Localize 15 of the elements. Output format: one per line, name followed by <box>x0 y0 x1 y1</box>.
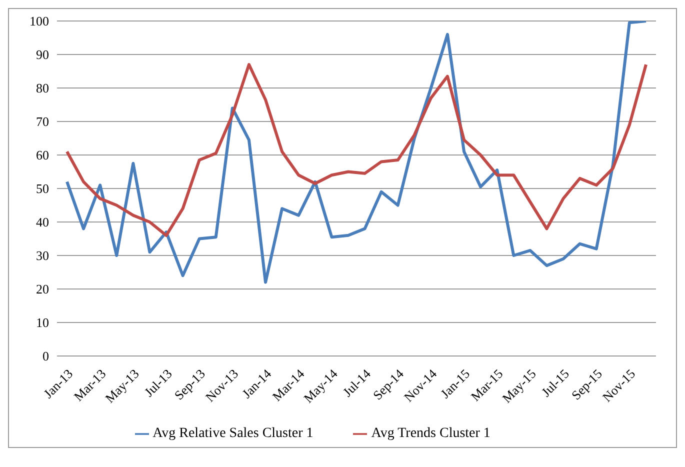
y-tick-label: 20 <box>36 282 49 297</box>
y-tick-label: 0 <box>42 348 49 364</box>
y-tick-label: 70 <box>36 114 49 130</box>
y-tick-label: 60 <box>36 148 49 163</box>
y-tick-label: 40 <box>36 214 49 230</box>
y-tick-label: 10 <box>36 315 49 330</box>
y-tick-label: 90 <box>36 47 49 62</box>
y-tick-label: 30 <box>36 248 49 264</box>
line-series <box>66 21 648 284</box>
y-tick-label: 80 <box>36 80 49 96</box>
legend-label: Avg Relative Sales Cluster 1 <box>152 426 314 441</box>
y-tick-label: 50 <box>36 181 49 196</box>
y-tick-label: 100 <box>30 14 49 29</box>
legend-label: Avg Trends Cluster 1 <box>371 426 490 441</box>
line-series <box>66 63 648 237</box>
